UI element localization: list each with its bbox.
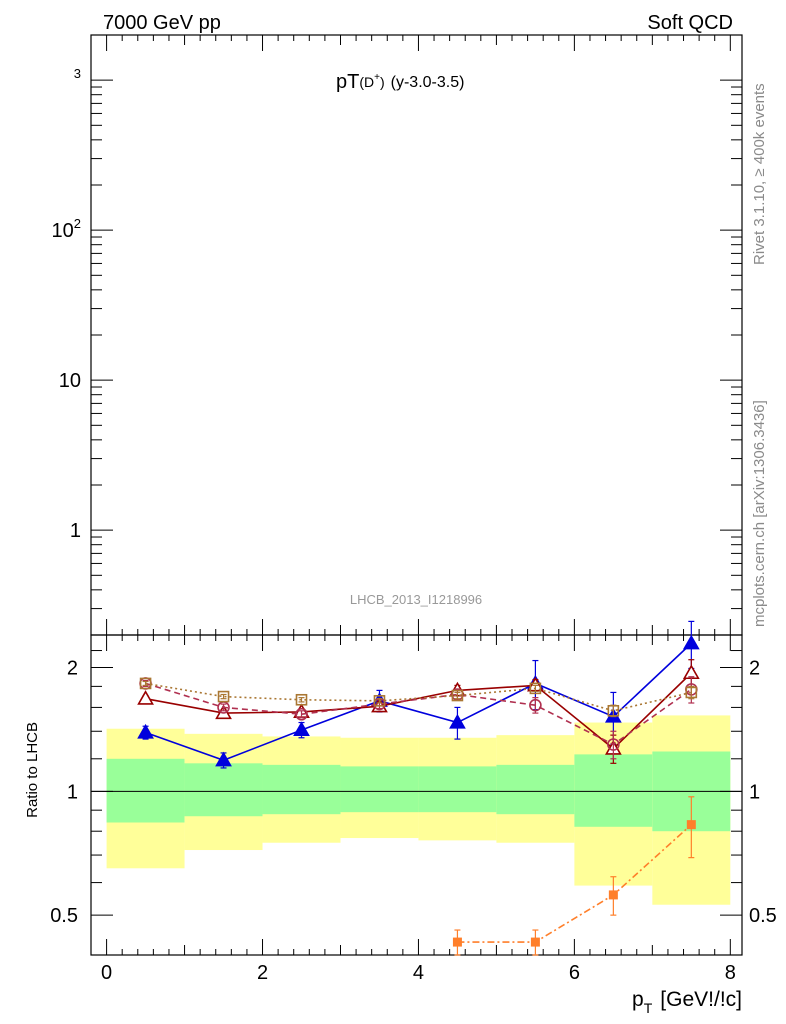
analysis-id: LHCB_2013_I1218996	[350, 592, 482, 607]
band-inner-bin	[184, 763, 263, 817]
series-line	[457, 824, 692, 943]
plot-title-sup: +	[374, 72, 380, 83]
main-y-tick-label: 3	[74, 66, 81, 81]
band-inner-bin	[106, 758, 185, 823]
data-point-marker	[217, 690, 230, 703]
data-point-marker	[529, 698, 542, 712]
data-point-marker	[449, 713, 466, 729]
x-tick-label: 0	[101, 962, 112, 984]
ratio-y-tick-label-right: 0.5	[749, 905, 777, 927]
plot-title-particle: (D	[359, 74, 374, 90]
series-line	[145, 682, 692, 712]
plot-title-range: (y-3.0-3.5)	[391, 74, 465, 91]
band-inner-bin	[496, 764, 575, 815]
data-point-marker	[686, 820, 696, 830]
ratio-y-tick-label-left: 1	[67, 781, 78, 803]
main-y-tick-label: 1	[70, 520, 81, 542]
data-point-marker	[530, 937, 540, 947]
plot-title-main: pT	[336, 71, 359, 93]
ratio-y-tick-label-right: 2	[749, 658, 760, 680]
band-inner-bin	[340, 766, 419, 813]
x-axis-label: pT [GeV!/!c]	[632, 988, 742, 1016]
band-inner-bin	[418, 766, 497, 813]
data-point-marker	[451, 689, 464, 702]
header-right-label: Soft QCD	[647, 12, 733, 34]
band-inner-bin	[262, 764, 341, 815]
main-plot-frame	[90, 34, 743, 636]
x-axis-label-sub: T	[644, 1000, 653, 1016]
data-point-marker	[293, 721, 310, 737]
data-series	[137, 620, 700, 956]
uncertainty-bands	[91, 715, 742, 905]
data-point-marker	[139, 677, 152, 690]
ratio-plot-frame	[90, 634, 743, 956]
series-line	[145, 672, 692, 750]
series-line	[145, 682, 692, 746]
series-line	[145, 642, 692, 762]
x-tick-label: 2	[257, 962, 268, 984]
header-left-label: 7000 GeV pp	[103, 12, 221, 34]
side-text-top: Rivet 3.1.10, ≥ 400k events	[751, 83, 768, 265]
data-point-marker	[215, 751, 232, 767]
data-point-marker	[608, 890, 618, 900]
data-point-marker	[295, 707, 308, 721]
data-series-group	[452, 796, 696, 956]
data-point-marker	[373, 695, 386, 707]
data-point-marker	[137, 723, 154, 739]
x-tick-label: 4	[413, 962, 424, 984]
x-axis-label-main: p	[632, 988, 644, 1011]
x-tick-label: 6	[569, 962, 580, 984]
main-y-tick-label: 102	[52, 216, 81, 242]
band-inner-bin	[574, 754, 653, 827]
x-tick-label: 8	[725, 962, 736, 984]
main-y-tick-label: 10	[59, 370, 81, 392]
data-point-marker	[682, 634, 700, 650]
side-text-bottom: mcplots.cern.ch [arXiv:1306.3436]	[751, 400, 768, 627]
plot-title: pT(D+) (y-3.0-3.5)	[336, 71, 464, 93]
ratio-y-tick-label-left: 2	[67, 658, 78, 680]
ratio-y-tick-label-left: 0.5	[50, 905, 78, 927]
data-series-group	[139, 677, 698, 718]
ratio-ylabel: Ratio to LHCB	[24, 722, 41, 818]
data-point-marker	[685, 686, 698, 699]
data-point-marker	[295, 693, 308, 706]
data-point-marker	[529, 682, 542, 695]
axis-ticks	[91, 34, 742, 956]
data-point-marker	[137, 690, 154, 705]
data-point-marker	[607, 738, 620, 751]
plot-title-close: )	[380, 74, 385, 90]
data-point-marker	[607, 704, 620, 717]
data-point-marker	[452, 937, 462, 947]
axis-tick-labels: 0 2 4 6 8 1 10 102 3 0.5 0.5 1 1 2 2	[50, 66, 777, 984]
ratio-y-tick-label-right: 1	[749, 781, 760, 803]
x-axis-label-unit: [GeV!/!c]	[660, 988, 742, 1011]
